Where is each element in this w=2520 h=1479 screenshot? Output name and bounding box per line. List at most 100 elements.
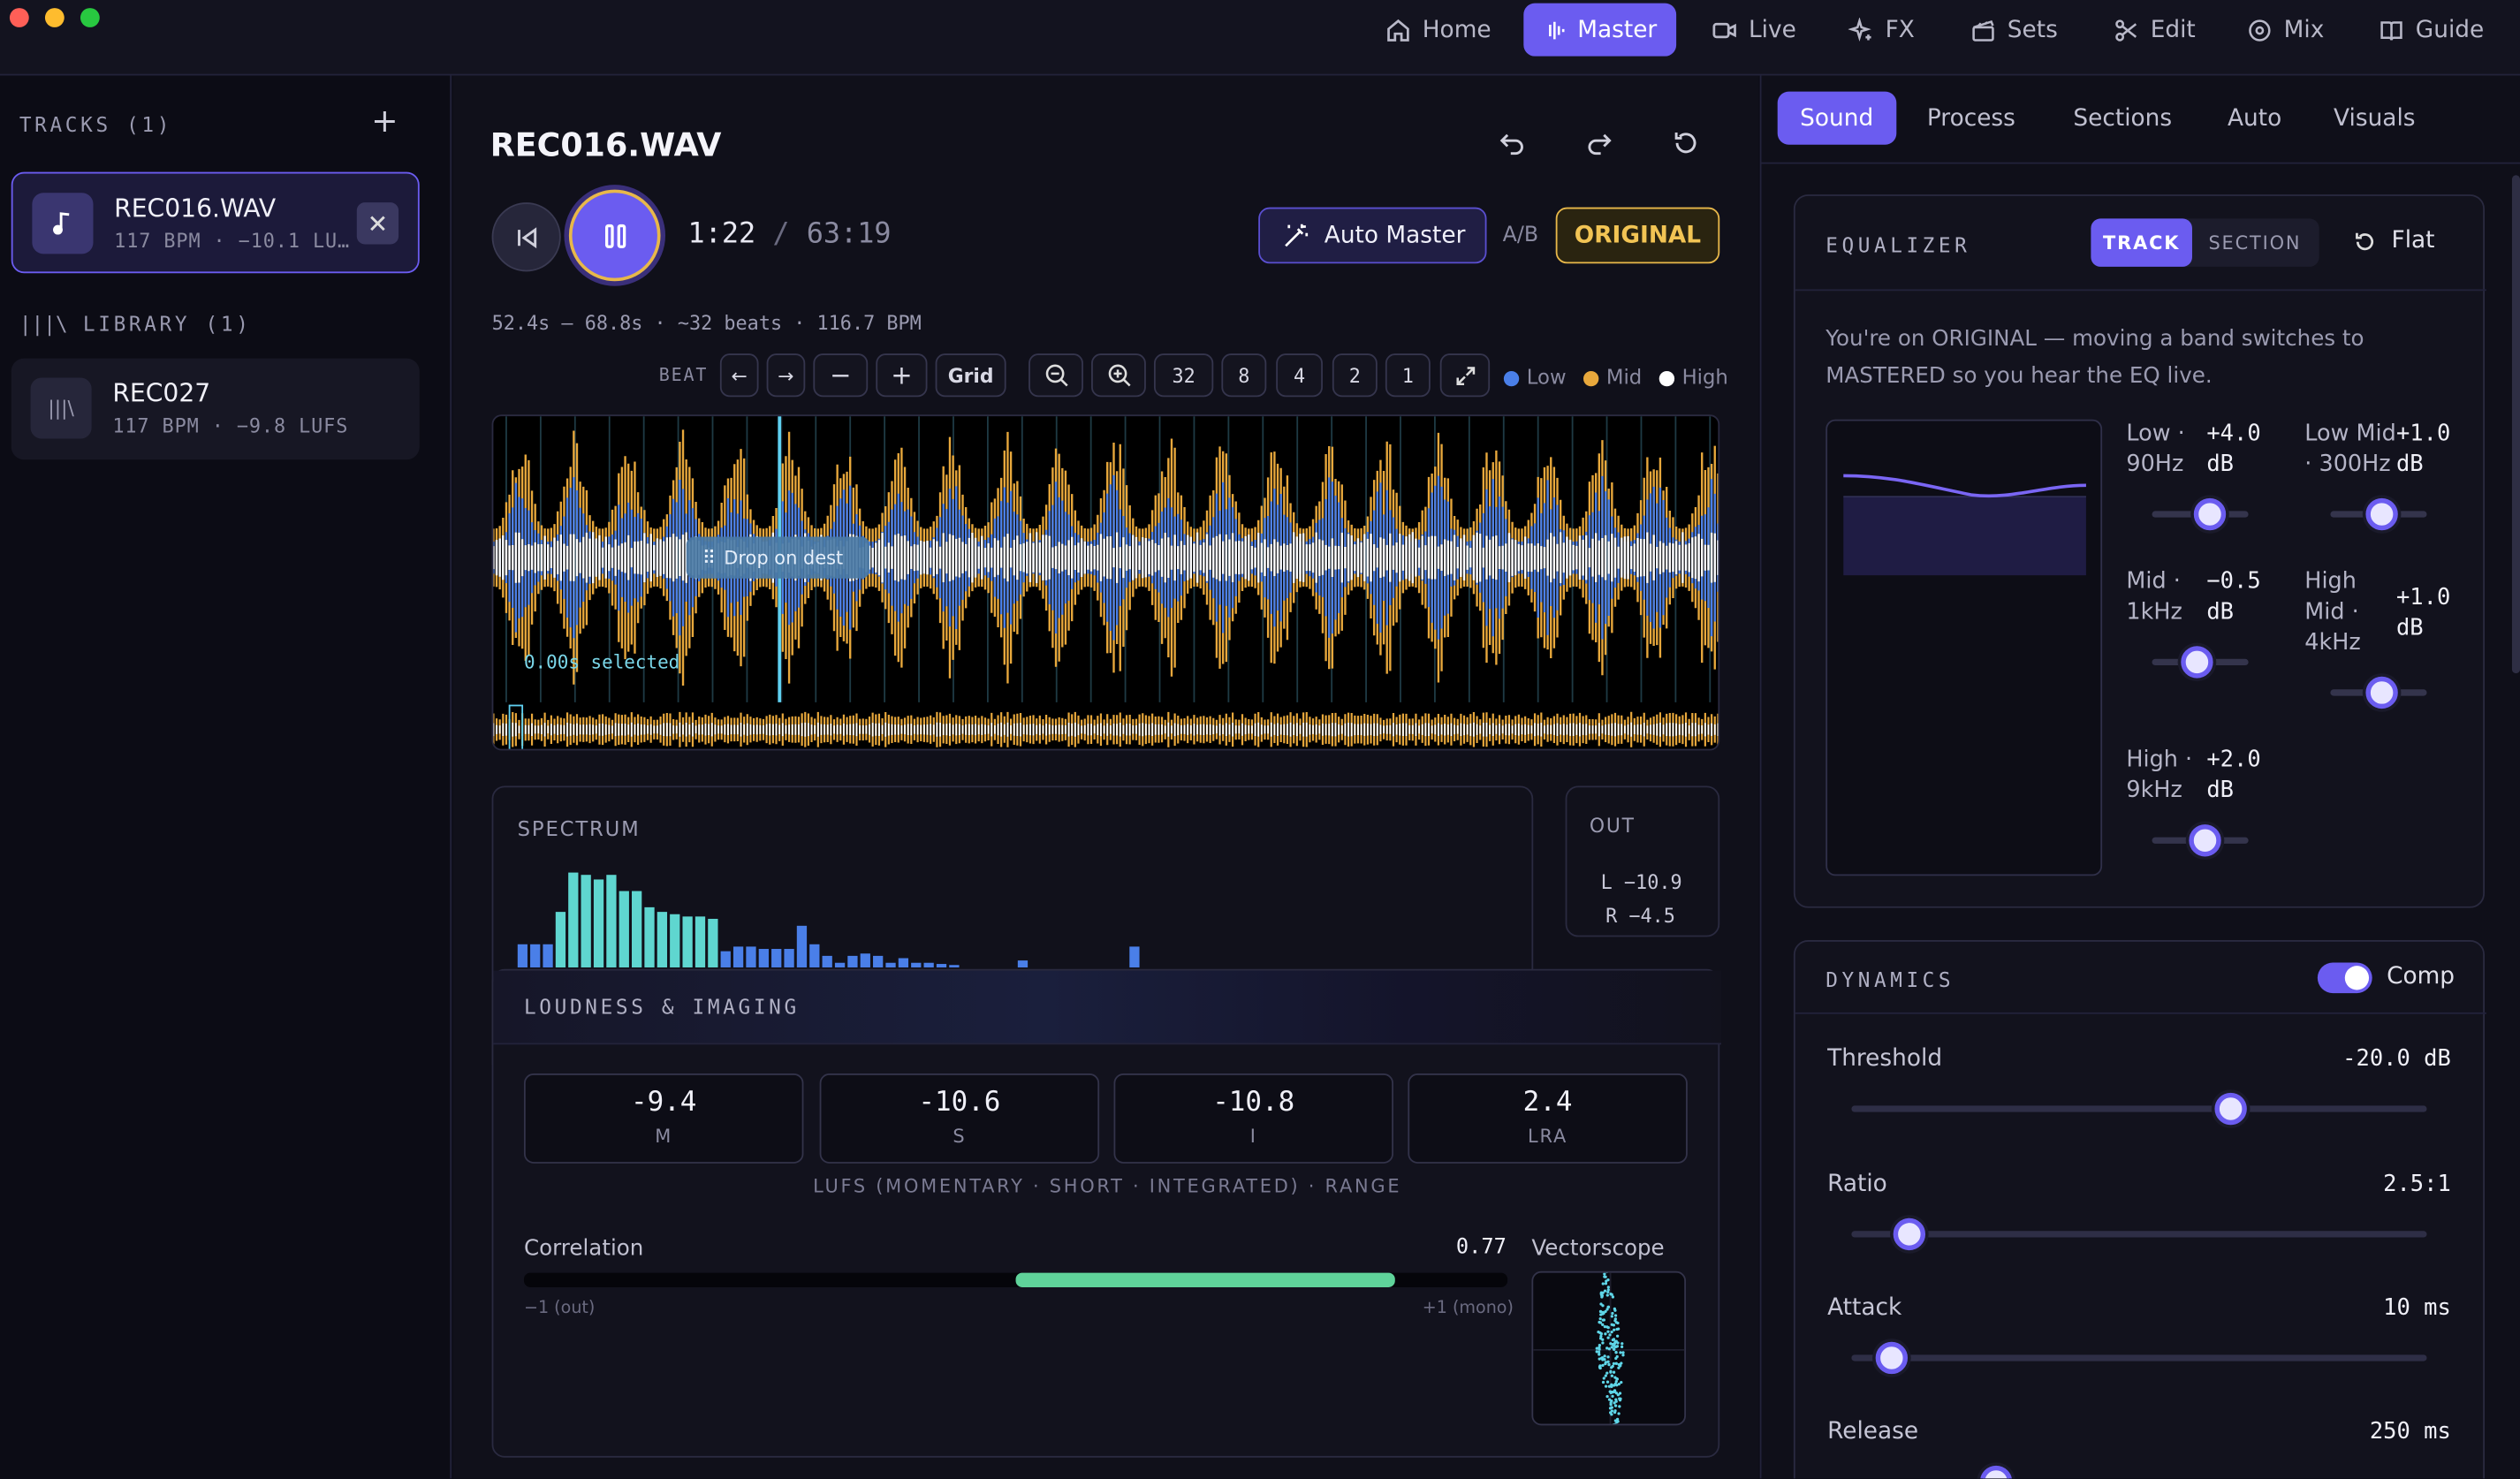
nav-sets[interactable]: Sets	[1951, 4, 2077, 57]
vectorscope-dot	[1604, 1374, 1607, 1377]
eq-mode-section[interactable]: SECTION	[2208, 231, 2302, 254]
eq-band-mid-knob[interactable]	[2181, 646, 2213, 679]
grid-button[interactable]: Grid	[935, 353, 1006, 398]
threshold-slider[interactable]	[1851, 1092, 2427, 1126]
nav-fx[interactable]: FX	[1829, 4, 1934, 57]
maximize-window-button[interactable]	[80, 8, 100, 27]
comp-toggle[interactable]	[2317, 962, 2372, 994]
spectrum-bar	[746, 946, 756, 967]
vectorscope-dot	[1608, 1333, 1612, 1337]
original-toggle-button[interactable]: ORIGINAL	[1555, 207, 1720, 264]
zoom-out-button[interactable]	[1028, 353, 1083, 398]
beat-minus-button[interactable]: −	[813, 353, 869, 398]
eq-mode-track[interactable]: TRACK	[2091, 218, 2192, 267]
minimize-window-button[interactable]	[44, 8, 65, 27]
eq-band-highmid-slider[interactable]	[2330, 676, 2427, 709]
eq-mode-toggle: TRACK SECTION	[2091, 218, 2319, 267]
minus-icon: −	[830, 360, 852, 391]
vectorscope-dot	[1618, 1392, 1622, 1395]
vectorscope-dot	[1611, 1311, 1614, 1316]
eq-band-lowmid-knob[interactable]	[2365, 497, 2398, 531]
drop-on-dest-chip[interactable]: ⠿ Drop on dest	[686, 536, 870, 579]
tab-visuals[interactable]: Visuals	[2334, 105, 2416, 132]
eq-band-highmid-value: +1.0 dB	[2395, 585, 2451, 641]
overview-viewport[interactable]	[508, 704, 524, 750]
skip-back-button[interactable]	[491, 202, 561, 272]
eq-band-low-knob[interactable]	[2193, 497, 2227, 531]
ab-toggle-label[interactable]: A/B	[1502, 223, 1539, 248]
release-knob[interactable]	[1978, 1465, 2012, 1479]
ratio-knob[interactable]	[1893, 1217, 1925, 1251]
zoom-8-button[interactable]: 8	[1221, 353, 1267, 398]
nav-live[interactable]: Live	[1692, 4, 1815, 57]
add-track-button[interactable]: +	[371, 104, 398, 136]
fullscreen-button[interactable]	[1439, 353, 1491, 398]
vectorscope-dot	[1605, 1380, 1610, 1384]
tab-sound[interactable]: Sound	[1777, 91, 1896, 145]
threshold-knob[interactable]	[2214, 1092, 2248, 1126]
threshold-label: Threshold	[1827, 1046, 1943, 1073]
panel-scrollbar[interactable]	[2511, 175, 2520, 674]
auto-master-button[interactable]: Auto Master	[1258, 207, 1487, 264]
nav-master[interactable]: Master	[1523, 3, 1677, 57]
attack-slider[interactable]	[1851, 1341, 2427, 1375]
lufs-range-label: LRA	[1528, 1125, 1568, 1148]
vectorscope-dot	[1600, 1356, 1605, 1360]
nav-mix[interactable]: Mix	[2228, 4, 2343, 57]
vectorscope-dot	[1595, 1350, 1598, 1354]
beat-plus-button[interactable]: +	[876, 353, 928, 398]
eq-band-high-knob[interactable]	[2189, 824, 2221, 857]
track-item-rec016[interactable]: REC016.WAV 117 BPM · −10.1 LU…	[11, 171, 420, 274]
overview-highs	[493, 722, 1719, 737]
vectorscope-dot	[1617, 1412, 1621, 1415]
vectorscope-dot	[1614, 1361, 1618, 1365]
ratio-slider[interactable]	[1851, 1217, 2427, 1251]
beat-left-button[interactable]: ←	[719, 353, 759, 398]
correlation-value: 0.77	[1455, 1235, 1507, 1261]
tab-auto[interactable]: Auto	[2227, 105, 2282, 132]
vectorscope-dot	[1601, 1341, 1605, 1345]
vectorscope-dot	[1615, 1377, 1620, 1381]
vectorscope-dot	[1598, 1309, 1603, 1314]
tab-process[interactable]: Process	[1926, 105, 2015, 132]
waveform-graphic[interactable]	[493, 416, 1719, 750]
beat-right-button[interactable]: →	[766, 353, 806, 398]
vectorscope-dot	[1610, 1399, 1613, 1403]
eq-band-high-slider[interactable]	[2152, 824, 2249, 857]
attack-knob[interactable]	[1875, 1341, 1909, 1375]
close-window-button[interactable]	[9, 8, 29, 27]
spectrum-bar	[860, 953, 870, 967]
waveform-canvas[interactable]: ⠿ Drop on dest 0.00s selected	[491, 414, 1720, 751]
zoom-32-button[interactable]: 32	[1153, 353, 1214, 398]
spectrum-bar	[936, 964, 947, 967]
vectorscope-dot	[1620, 1345, 1624, 1349]
eq-band-highmid-knob[interactable]	[2365, 676, 2398, 709]
vectorscope-dot	[1609, 1403, 1613, 1407]
nav-edit[interactable]: Edit	[2094, 4, 2215, 57]
vectorscope-dot	[1613, 1314, 1618, 1317]
reset-button[interactable]	[1672, 129, 1701, 158]
library-item-rec027[interactable]: |||\ REC027 117 BPM · −9.8 LUFS	[11, 358, 420, 460]
zoom-2-button[interactable]: 2	[1332, 353, 1378, 398]
eq-band-low-slider[interactable]	[2152, 497, 2249, 531]
nav-home[interactable]: Home	[1366, 4, 1510, 57]
eq-flat-button[interactable]: Flat	[2353, 228, 2435, 254]
nav-guide[interactable]: Guide	[2359, 4, 2503, 57]
tab-sections[interactable]: Sections	[2073, 105, 2173, 132]
spectrum-bar	[885, 962, 896, 967]
redo-button[interactable]	[1584, 129, 1613, 158]
remove-track-button[interactable]	[356, 202, 399, 245]
undo-button[interactable]	[1498, 129, 1527, 158]
track-meta: 117 BPM · −10.1 LU…	[114, 230, 351, 253]
zoom-in-button[interactable]	[1091, 353, 1146, 398]
ratio-value: 2.5:1	[2383, 1171, 2451, 1198]
vectorscope-dot	[1616, 1321, 1620, 1325]
vectorscope-dot	[1606, 1355, 1610, 1359]
zoom-1-button[interactable]: 1	[1385, 353, 1431, 398]
vectorscope-dot	[1616, 1341, 1620, 1345]
zoom-4-button[interactable]: 4	[1276, 353, 1323, 398]
eq-band-lowmid-slider[interactable]	[2330, 497, 2427, 531]
eq-band-mid-slider[interactable]	[2152, 646, 2249, 679]
pause-button[interactable]	[568, 189, 661, 282]
vectorscope-dot	[1603, 1272, 1606, 1276]
